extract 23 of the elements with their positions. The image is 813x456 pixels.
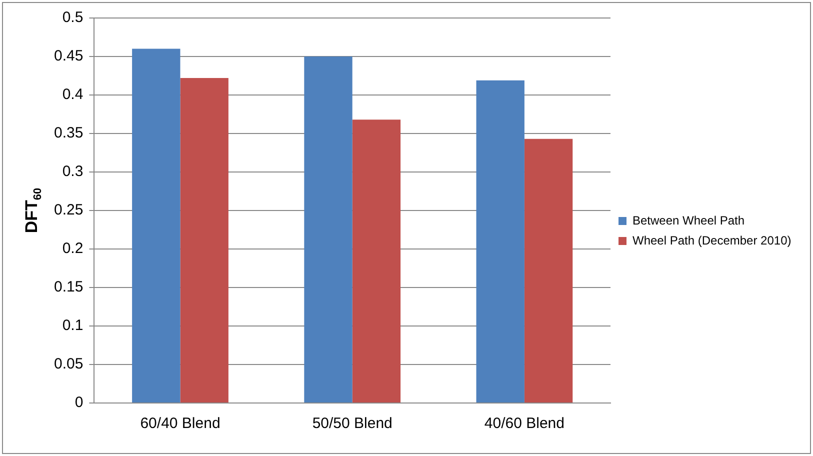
- y-axis-title: DFT60: [22, 188, 44, 234]
- legend-label: Wheel Path (December 2010): [632, 233, 792, 248]
- y-tick-label: 0.1: [62, 317, 84, 334]
- y-tick-label: 0.2: [62, 240, 84, 258]
- y-tick-label: 0.15: [54, 278, 84, 296]
- x-tick-label: 60/40 Blend: [140, 415, 220, 432]
- x-tick-label: 40/60 Blend: [484, 415, 564, 432]
- y-tick-label: 0.05: [54, 356, 84, 373]
- y-tick-label: 0.5: [62, 9, 84, 26]
- y-tick-label: 0.3: [62, 163, 84, 180]
- bar: [524, 138, 573, 402]
- bar: [132, 48, 180, 402]
- bar: [476, 80, 524, 402]
- y-tick-label: 0.25: [54, 202, 84, 219]
- bar: [304, 56, 352, 402]
- bar: [352, 120, 401, 402]
- y-tick-label: 0.45: [54, 48, 84, 65]
- bar: [180, 78, 228, 402]
- x-tick-label: 50/50 Blend: [312, 415, 392, 432]
- y-tick-label: 0.4: [62, 86, 84, 104]
- legend-label: Between Wheel Path: [632, 213, 745, 228]
- y-tick-label: 0.35: [54, 124, 84, 142]
- y-tick-label: 0: [74, 394, 84, 412]
